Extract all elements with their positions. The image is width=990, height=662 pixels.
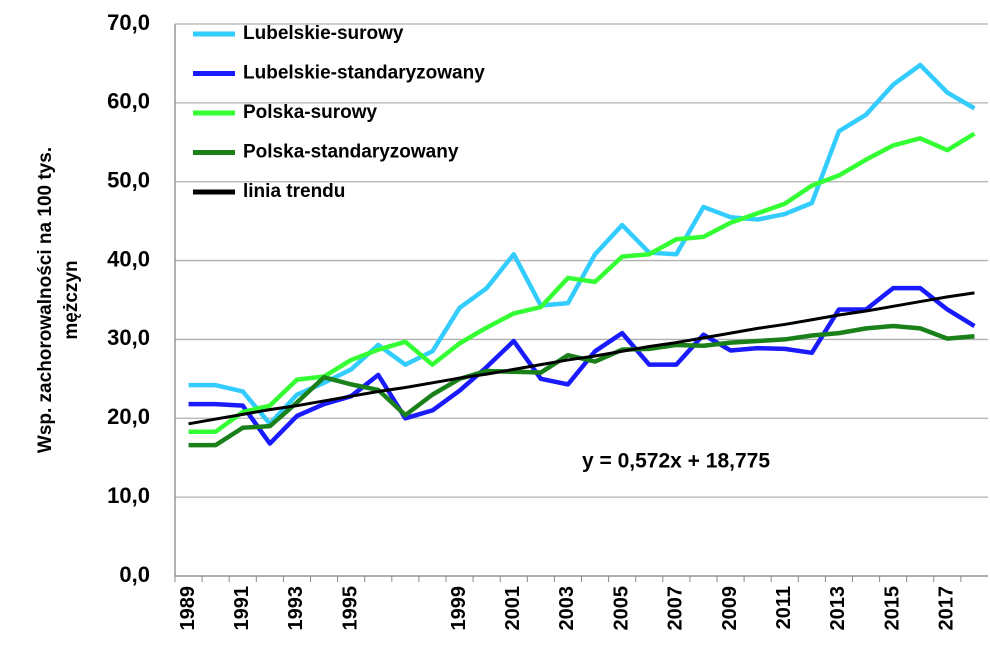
x-tick-label: 1989	[177, 586, 199, 631]
legend-label: Lubelskie-standaryzowany	[243, 63, 485, 84]
x-tick-label: 2017	[936, 586, 958, 631]
x-tick-label: 1993	[285, 586, 307, 631]
series-line	[188, 131, 976, 434]
legend-label: Lubelskie-surowy	[243, 23, 404, 44]
y-tick-label: 50,0	[107, 168, 150, 193]
legend-label: linia trendu	[243, 181, 345, 202]
y-axis-title-line: mężczyn	[61, 260, 82, 339]
y-tick-label: 60,0	[107, 89, 150, 114]
x-tick-label: 1999	[448, 586, 470, 631]
y-tick-label: 30,0	[107, 325, 150, 350]
y-tick-label: 40,0	[107, 246, 150, 271]
series-line	[188, 291, 975, 426]
y-tick-label: 20,0	[107, 404, 150, 429]
x-tick-label: 2001	[502, 586, 524, 631]
y-axis-title: Wsp. zachorowalności na 100 tys. mężczyn	[35, 147, 82, 453]
annotation: y = 0,572x + 18,775	[582, 450, 770, 473]
x-tick-label: 1995	[339, 586, 361, 631]
x-tick-label: 2009	[719, 586, 741, 631]
x-tick-label: 2015	[881, 586, 903, 631]
y-tick-label: 70,0	[107, 10, 150, 35]
legend-label: Polska-surowy	[243, 102, 378, 123]
y-tick-label: 0,0	[119, 562, 150, 587]
x-tick-label: 2013	[827, 586, 849, 631]
x-tick-label: 2011	[773, 586, 795, 629]
x-tick-label: 2005	[610, 586, 632, 631]
y-tick-label: 10,0	[107, 483, 150, 508]
y-axis-title-line: Wsp. zachorowalności na 100 tys.	[35, 147, 56, 453]
series-line	[188, 323, 975, 448]
x-tick-label: 2007	[665, 586, 687, 631]
series-line	[188, 285, 976, 446]
x-tick-label: 1991	[231, 586, 253, 631]
legend-label: Polska-standaryzowany	[243, 142, 459, 163]
x-tick-label: 2003	[556, 586, 578, 631]
